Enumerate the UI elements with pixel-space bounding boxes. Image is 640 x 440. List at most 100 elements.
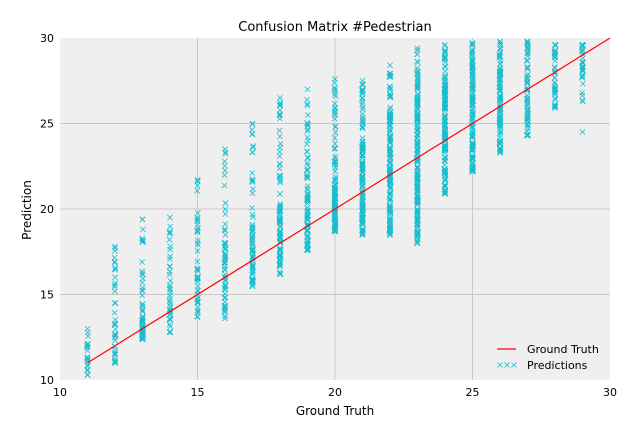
prediction-point: [139, 259, 146, 265]
prediction-point: [441, 183, 448, 189]
prediction-point: [442, 82, 449, 89]
prediction-point: [139, 314, 146, 321]
prediction-point: [497, 147, 504, 154]
prediction-point: [415, 159, 421, 165]
prediction-point: [551, 64, 558, 71]
prediction-point: [249, 211, 256, 218]
prediction-point: [222, 206, 229, 213]
prediction-point: [497, 129, 504, 136]
prediction-point: [111, 282, 118, 288]
prediction-point: [469, 95, 476, 101]
prediction-point: [441, 154, 448, 161]
prediction-point: [249, 283, 256, 289]
prediction-point: [194, 287, 201, 294]
prediction-point: [441, 161, 448, 168]
prediction-point: [249, 120, 256, 127]
prediction-point: [331, 178, 338, 184]
prediction-point: [524, 40, 531, 46]
prediction-point: [331, 91, 338, 97]
prediction-point: [250, 143, 256, 149]
prediction-point: [139, 301, 146, 307]
prediction-point: [387, 85, 394, 92]
prediction-point: [276, 133, 283, 140]
prediction-point: [414, 58, 420, 65]
prediction-point: [497, 149, 503, 156]
prediction-point: [387, 154, 394, 161]
x-tick-label: 25: [466, 386, 480, 399]
prediction-point: [222, 231, 229, 238]
prediction-point: [139, 216, 146, 223]
prediction-point: [194, 177, 201, 183]
prediction-point: [524, 95, 531, 101]
prediction-point: [469, 82, 475, 89]
prediction-point: [221, 158, 228, 165]
prediction-point: [304, 198, 311, 204]
prediction-point: [496, 54, 503, 61]
prediction-point: [469, 65, 476, 72]
prediction-point: [524, 65, 531, 72]
prediction-point: [469, 154, 476, 161]
prediction-point: [442, 172, 449, 179]
prediction-point: [304, 141, 310, 147]
prediction-point: [441, 170, 448, 177]
prediction-point: [524, 80, 531, 87]
prediction-point: [442, 188, 449, 195]
prediction-point: [360, 204, 366, 211]
prediction-point: [524, 49, 531, 56]
prediction-point: [386, 191, 393, 197]
prediction-point: [140, 237, 146, 244]
prediction-point: [277, 207, 284, 213]
prediction-point: [304, 123, 311, 129]
prediction-point: [194, 221, 201, 228]
prediction-point: [194, 187, 201, 194]
prediction-point: [360, 151, 366, 158]
prediction-point: [194, 275, 201, 282]
prediction-point: [387, 92, 394, 99]
prediction-point: [386, 152, 393, 159]
legend-prediction-marker: [511, 362, 517, 368]
prediction-point: [166, 285, 173, 291]
prediction-point: [304, 100, 311, 107]
prediction-point: [524, 121, 531, 128]
y-tick-label: 10: [40, 374, 54, 387]
prediction-point: [84, 356, 91, 363]
prediction-point: [414, 215, 421, 222]
prediction-point: [442, 118, 448, 125]
prediction-point: [469, 71, 476, 77]
prediction-point: [331, 221, 338, 228]
prediction-point: [277, 179, 284, 186]
prediction-point: [497, 40, 504, 47]
prediction-point: [359, 231, 366, 238]
prediction-point: [469, 113, 476, 120]
prediction-point: [277, 263, 283, 270]
prediction-point: [579, 63, 586, 70]
prediction-point: [304, 155, 311, 162]
prediction-point: [386, 70, 393, 77]
prediction-point: [524, 38, 531, 45]
prediction-point: [470, 130, 476, 136]
prediction-point: [579, 73, 586, 80]
prediction-point: [414, 233, 421, 240]
prediction-point: [524, 78, 531, 85]
prediction-point: [304, 205, 311, 211]
prediction-point: [249, 177, 256, 184]
prediction-point: [305, 245, 311, 252]
legend-prediction-marker: [504, 362, 510, 368]
prediction-point: [304, 190, 311, 197]
prediction-point: [386, 196, 393, 203]
prediction-point: [497, 69, 504, 76]
prediction-point: [304, 247, 311, 253]
prediction-point: [222, 246, 229, 253]
prediction-point: [524, 79, 531, 86]
prediction-point: [386, 222, 393, 229]
prediction-point: [332, 176, 339, 182]
prediction-point: [414, 103, 421, 110]
legend-ground-truth-label: Ground Truth: [527, 343, 599, 356]
prediction-point: [442, 187, 448, 194]
prediction-point: [331, 110, 338, 117]
prediction-point: [442, 84, 448, 91]
prediction-point: [551, 52, 558, 59]
prediction-point: [250, 245, 256, 252]
prediction-point: [442, 47, 449, 54]
prediction-point: [470, 160, 476, 167]
